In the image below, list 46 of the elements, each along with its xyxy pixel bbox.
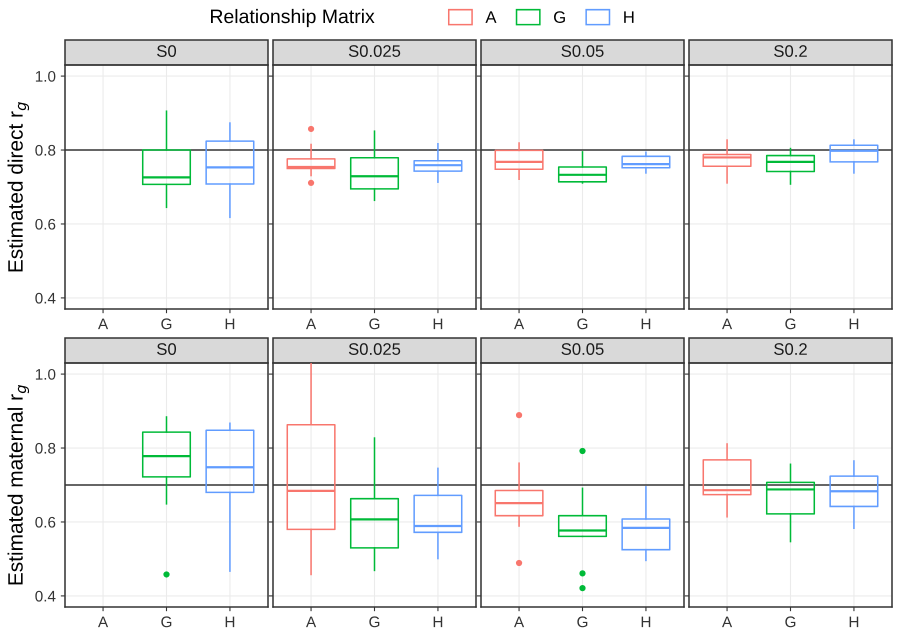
x-tick-label: A (306, 318, 316, 330)
x-tick-label: H (226, 318, 234, 330)
chart-title: S0.025 (348, 343, 400, 355)
x-tick-label: A (98, 318, 108, 330)
chart-title: S0.025 (348, 45, 400, 57)
chart-title: S0 (157, 343, 176, 355)
x-tick-label: G (161, 616, 172, 628)
x-tick-label: H (434, 616, 442, 628)
x-tick-label: G (369, 318, 380, 330)
x-tick-label: G (785, 318, 796, 330)
x-tick-label: H (642, 616, 650, 628)
x-tick-label: A (722, 318, 732, 330)
y-axis-title: Estimated maternal r$_{g}$ (8, 385, 30, 584)
x-tick-label: H (642, 318, 650, 330)
x-tick-label: G (161, 318, 172, 330)
chart-title: S0.2 (774, 343, 807, 355)
legend-title: Relationship Matrix (211, 8, 375, 28)
x-tick-label: H (434, 318, 442, 330)
y-tick-label: 0.8 (35, 144, 56, 156)
y-tick-label: 0.6 (35, 218, 56, 230)
chart-title: S0.05 (561, 45, 604, 57)
y-tick-label: 1.0 (36, 368, 56, 380)
y-tick-label: 0.4 (35, 292, 56, 304)
x-tick-label: G (577, 318, 588, 330)
chart-title: S0 (157, 45, 176, 57)
y-tick-label: 1.0 (36, 70, 56, 82)
y-axis-title: Estimated direct r$_{g}$ (8, 102, 30, 272)
x-tick-label: A (722, 616, 732, 628)
y-tick-label: 0.6 (35, 516, 56, 528)
chart-title: S0.2 (774, 45, 807, 57)
x-tick-label: H (850, 318, 858, 330)
legend-label: A (485, 11, 496, 23)
x-tick-label: H (226, 616, 234, 628)
x-tick-label: A (98, 616, 108, 628)
legend-label: H (624, 11, 634, 23)
legend-label: G (554, 11, 565, 24)
y-tick-label: 0.4 (35, 590, 56, 602)
x-tick-label: G (785, 616, 796, 628)
x-tick-label: A (514, 616, 524, 628)
x-tick-label: G (369, 616, 380, 628)
y-tick-label: 0.8 (35, 442, 56, 454)
x-tick-label: A (306, 616, 316, 628)
chart-title: S0.05 (561, 343, 604, 355)
x-tick-label: G (577, 616, 588, 628)
x-tick-label: A (514, 318, 524, 330)
x-tick-label: H (850, 616, 858, 628)
